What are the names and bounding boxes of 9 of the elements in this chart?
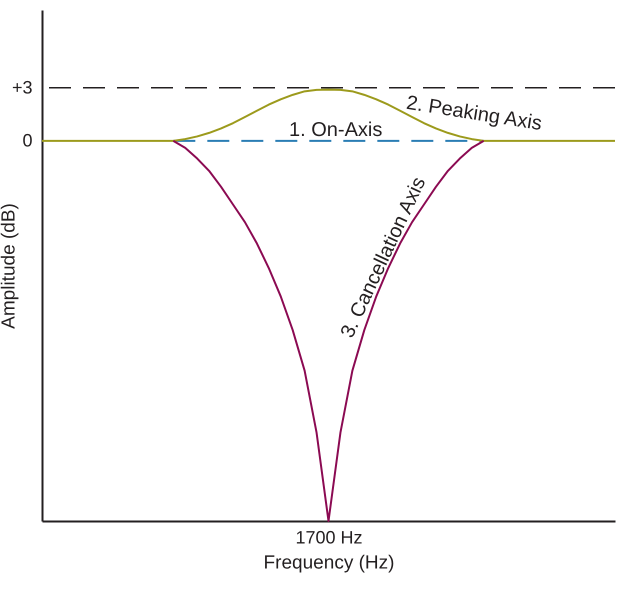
line-series — [41, 88, 616, 142]
series-label: 1. On-Axis — [288, 118, 382, 141]
x-axis-title: Frequency (Hz) — [264, 552, 394, 574]
text: 2. Peaking Axis — [404, 92, 544, 135]
line-series — [172, 140, 485, 522]
y-tick-label: +3 — [12, 77, 32, 98]
x-tick-label: 1700 Hz — [295, 528, 363, 548]
y-tick-label: 0 — [22, 130, 32, 150]
y-axis-title: Amplitude (dB) — [0, 203, 20, 329]
